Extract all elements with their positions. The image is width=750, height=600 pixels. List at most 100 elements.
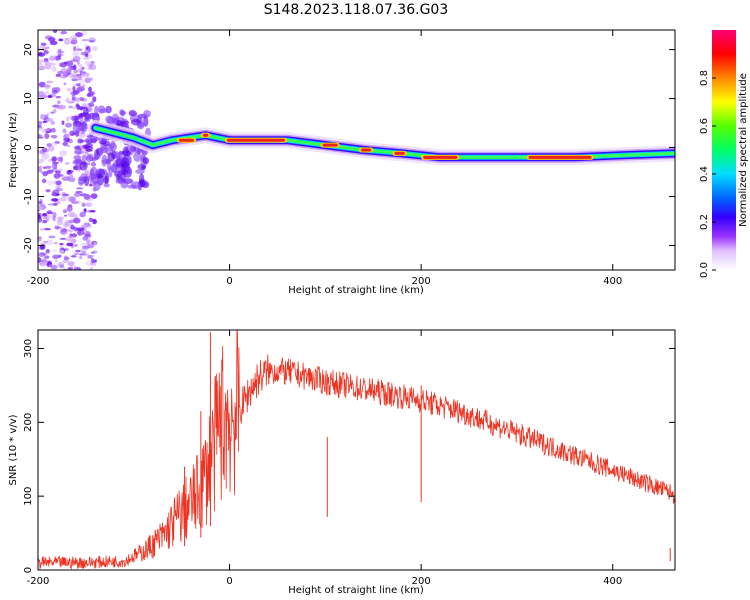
noise-speck	[62, 259, 69, 264]
noise-speck	[71, 72, 77, 78]
noise-speck	[82, 245, 90, 250]
noise-speck	[73, 82, 78, 87]
noise-speck	[45, 239, 54, 246]
noise-speck	[46, 210, 53, 214]
noise-blob	[141, 165, 146, 171]
noise-speck	[38, 51, 43, 56]
noise-speck	[57, 262, 65, 268]
noise-speck	[59, 150, 68, 157]
noise-blob	[94, 154, 102, 159]
top-xlabel: Height of straight line (km)	[288, 285, 424, 296]
noise-speck	[71, 94, 76, 100]
noise-speck	[73, 214, 78, 219]
noise-speck	[83, 227, 88, 234]
noise-speck	[84, 170, 89, 176]
noise-speck	[50, 134, 58, 139]
noise-speck	[48, 264, 52, 267]
noise-speck	[75, 190, 83, 194]
noise-blob	[103, 175, 109, 185]
noise-speck	[89, 261, 97, 267]
ridge-core	[322, 143, 338, 147]
noise-blob	[89, 166, 98, 179]
noise-speck	[82, 84, 86, 87]
noise-speck	[58, 53, 64, 57]
noise-speck	[89, 40, 95, 43]
noise-speck	[48, 235, 56, 239]
noise-speck	[54, 140, 61, 144]
noise-speck	[79, 96, 85, 101]
noise-speck	[72, 55, 81, 62]
noise-speck	[93, 219, 98, 224]
noise-speck	[92, 64, 97, 71]
noise-speck	[40, 113, 46, 120]
noise-speck	[52, 103, 61, 109]
noise-blob	[94, 136, 101, 141]
noise-blob	[84, 146, 94, 151]
noise-blob	[133, 151, 142, 163]
colorbar: 0.0 0.2 0.4 0.6 0.8 Normalized spectral ampl…	[699, 30, 749, 278]
bottom-ytick-label: 200	[23, 413, 34, 432]
noise-speck	[85, 253, 89, 257]
noise-blob	[77, 175, 85, 186]
noise-speck	[38, 217, 43, 223]
top-xtick-label: -200	[27, 276, 50, 287]
noise-speck	[69, 265, 78, 269]
noise-blob	[120, 109, 126, 117]
noise-speck	[68, 105, 73, 109]
noise-speck	[90, 162, 97, 167]
noise-speck	[66, 205, 73, 212]
noise-speck	[61, 194, 68, 197]
noise-speck	[61, 196, 68, 200]
noise-blob	[95, 168, 106, 179]
noise-speck	[38, 159, 44, 164]
snr-panel: -200 0 200 400 0 100 200 300	[23, 329, 676, 587]
noise-speck	[51, 65, 57, 72]
noise-speck	[63, 82, 67, 86]
noise-speck	[44, 165, 52, 169]
noise-speck	[90, 210, 96, 213]
noise-speck	[72, 165, 78, 171]
noise-speck	[43, 85, 51, 88]
noise-speck	[63, 222, 69, 228]
noise-speck	[47, 203, 55, 206]
noise-speck	[83, 56, 89, 60]
snr-series-line	[38, 330, 675, 570]
noise-speck	[63, 39, 71, 45]
noise-speck	[51, 198, 59, 202]
noise-speck	[62, 209, 68, 214]
noise-speck	[87, 67, 93, 70]
noise-speck	[70, 255, 77, 258]
spectrogram-panel: -200 0 200 400 -20 -10 0 10 20	[23, 29, 676, 287]
noise-speck	[76, 227, 85, 231]
noise-speck	[38, 165, 44, 168]
colorbar-tick-label: 0.0	[699, 262, 710, 278]
bottom-ytick-label: 300	[23, 339, 34, 358]
noise-speck	[72, 85, 76, 92]
noise-speck	[46, 112, 50, 116]
noise-speck	[80, 242, 89, 247]
noise-speck	[66, 238, 72, 242]
colorbar-tick-label: 0.4	[699, 166, 710, 182]
noise-speck	[46, 143, 52, 147]
noise-speck	[79, 211, 86, 218]
noise-speck	[51, 163, 58, 169]
bottom-ytick-label: 100	[23, 487, 34, 506]
noise-speck	[67, 65, 76, 69]
noise-blob	[109, 142, 117, 152]
noise-speck	[38, 81, 46, 88]
noise-speck	[62, 128, 67, 134]
noise-speck	[57, 48, 62, 54]
noise-speck	[66, 97, 70, 104]
noise-blob	[135, 168, 145, 174]
noise-blob	[91, 112, 96, 119]
noise-speck	[38, 166, 43, 173]
noise-speck	[52, 105, 59, 108]
noise-speck	[45, 189, 51, 193]
noise-speck	[56, 219, 64, 226]
noise-speck	[39, 252, 47, 256]
noise-speck	[83, 208, 87, 213]
noise-speck	[68, 174, 74, 180]
colorbar-tick-label: 0.8	[699, 70, 710, 86]
noise-speck	[65, 144, 71, 148]
noise-speck	[73, 217, 81, 224]
